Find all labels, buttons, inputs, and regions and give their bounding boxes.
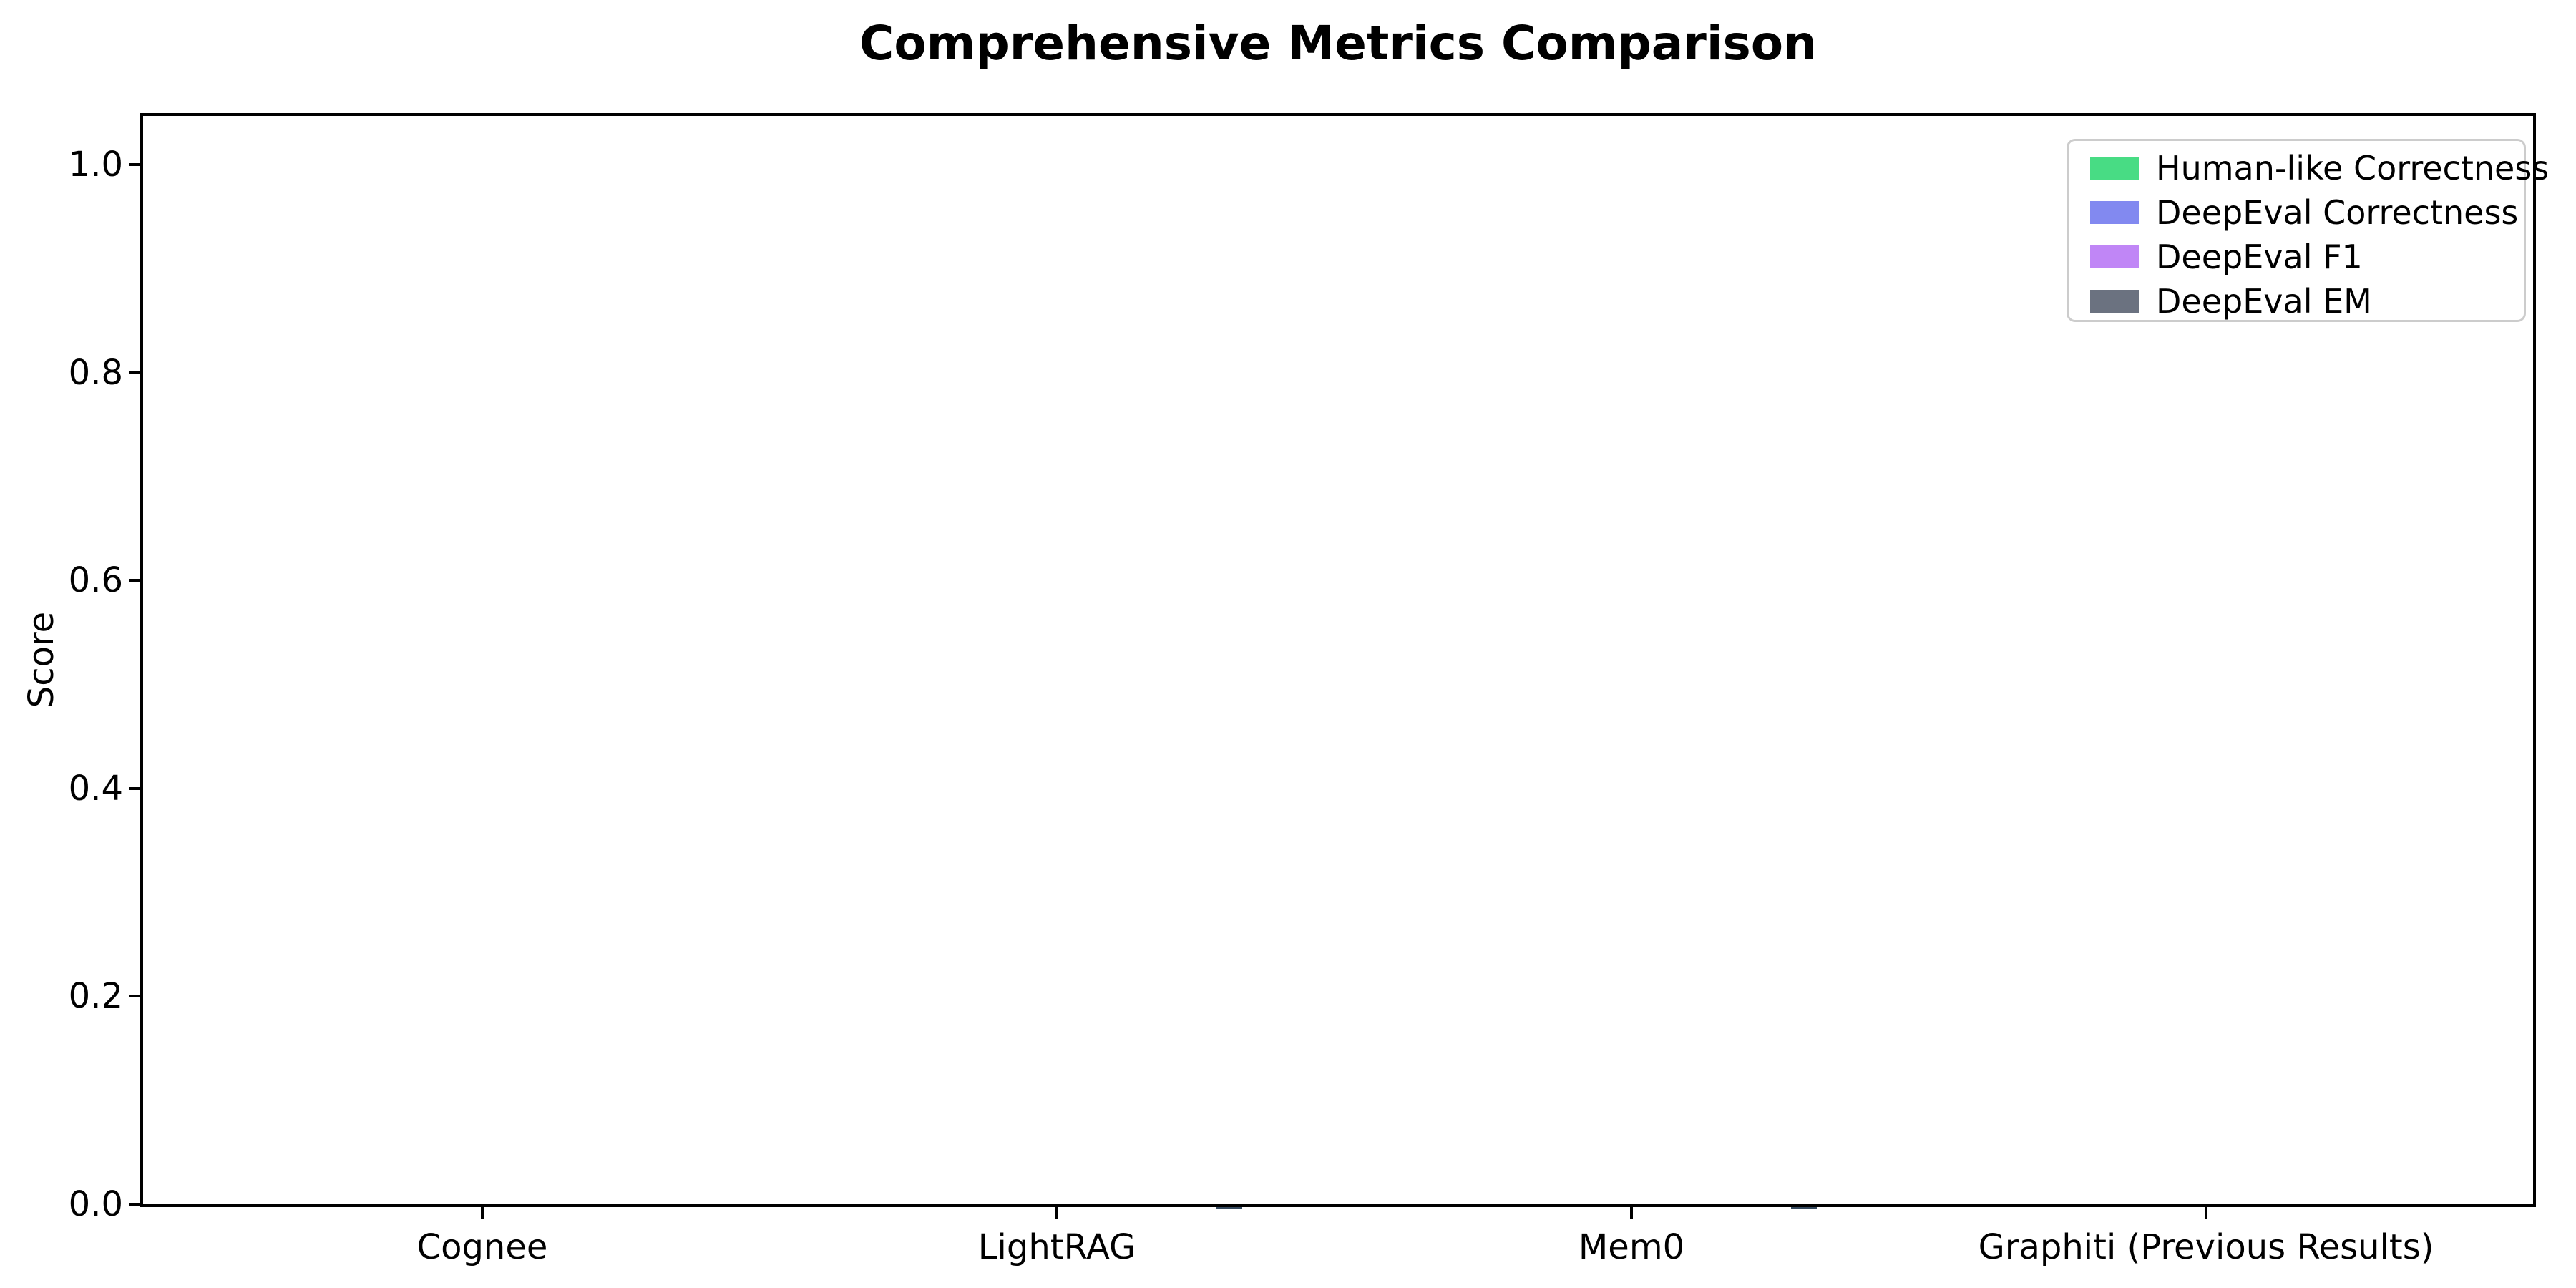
x-tick-mark — [2205, 1204, 2207, 1219]
y-tick-label: 0.4 — [68, 768, 123, 809]
y-tick-mark — [129, 579, 143, 582]
y-tick-label: 0.2 — [68, 976, 123, 1017]
x-tick-mark — [1055, 1204, 1058, 1219]
y-tick-mark — [129, 786, 143, 790]
chart-title: Comprehensive Metrics Comparison — [859, 16, 1818, 71]
y-tick-mark — [129, 371, 143, 374]
x-tick-label: LightRAG — [977, 1227, 1136, 1267]
legend-swatch — [2090, 157, 2139, 180]
x-tick-mark — [1630, 1204, 1633, 1219]
y-tick-mark — [129, 1203, 143, 1206]
legend-swatch — [2090, 201, 2139, 224]
x-tick-label: Mem0 — [1578, 1227, 1685, 1267]
y-tick-label: 0.8 — [68, 352, 123, 393]
legend-label: Human-like Correctness — [2156, 149, 2550, 187]
x-tick-label: Graphiti (Previous Results) — [1978, 1227, 2434, 1267]
legend-swatch — [2090, 245, 2139, 268]
y-tick-mark — [129, 995, 143, 998]
legend: Human-like Correctness DeepEval Correctne… — [2067, 139, 2549, 322]
x-tick-mark — [481, 1204, 484, 1219]
y-tick-label: 1.0 — [68, 145, 123, 185]
legend-label: DeepEval F1 — [2156, 238, 2363, 276]
legend-label: DeepEval EM — [2156, 282, 2372, 321]
y-tick-label: 0.6 — [68, 560, 123, 601]
x-tick-label: Cognee — [416, 1227, 548, 1267]
y-tick-mark — [129, 163, 143, 166]
legend-swatch — [2090, 290, 2139, 313]
legend-label: DeepEval Correctness — [2156, 193, 2519, 232]
y-tick-label: 0.0 — [68, 1184, 123, 1224]
